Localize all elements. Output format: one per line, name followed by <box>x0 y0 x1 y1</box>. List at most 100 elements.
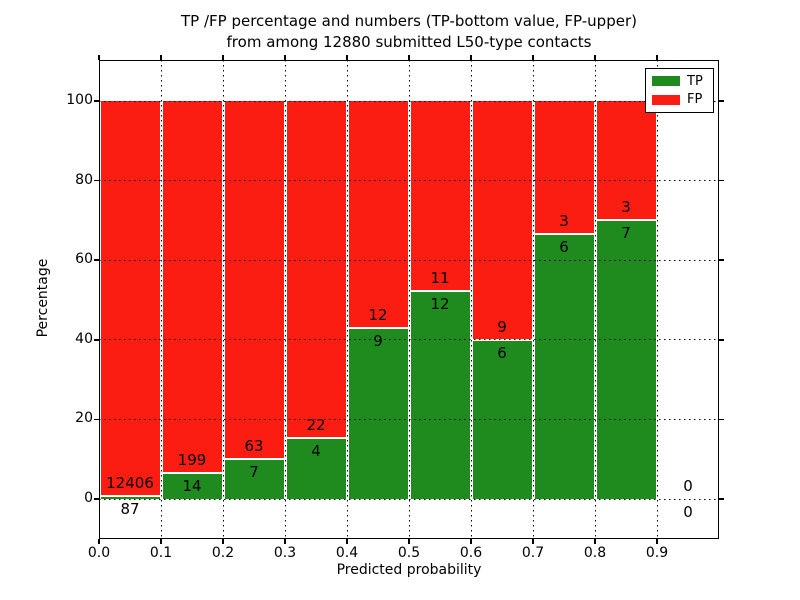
x-tick-mark-top <box>346 55 348 60</box>
tp-count-label: 6 <box>497 343 507 362</box>
y-tick-label: 60 <box>75 251 93 268</box>
gridline-horizontal <box>99 259 719 261</box>
x-tick-mark-top <box>160 55 162 60</box>
gridline-vertical <box>222 60 224 539</box>
x-tick-mark-top <box>284 55 286 60</box>
legend-fp-swatch <box>652 94 680 105</box>
x-tick-label: 0.5 <box>397 545 421 561</box>
x-tick-mark <box>160 539 162 544</box>
y-tick-mark <box>94 259 99 261</box>
gridline-vertical <box>532 60 534 539</box>
legend: TP FP <box>645 68 714 113</box>
legend-item-fp: FP <box>652 93 707 106</box>
y-tick-label: 80 <box>75 171 93 188</box>
bar-fp-segment <box>224 101 284 459</box>
x-tick-label: 0.7 <box>521 545 545 561</box>
x-tick-mark-top <box>532 55 534 60</box>
gridline-horizontal <box>99 180 719 182</box>
bar-fp-segment <box>100 101 160 496</box>
bar-fp-segment <box>286 101 346 437</box>
plot-area-border <box>99 60 719 539</box>
x-tick-label: 0.9 <box>645 545 669 561</box>
fp-count-label: 3 <box>559 211 569 230</box>
bar-tp-segment <box>410 292 470 499</box>
x-tick-mark <box>284 539 286 544</box>
fp-count-label: 12 <box>368 306 388 325</box>
gridline-vertical <box>656 60 658 539</box>
gridline-vertical <box>160 60 162 539</box>
x-tick-label: 0.8 <box>583 545 607 561</box>
x-tick-label: 0.6 <box>459 545 483 561</box>
gridline-vertical <box>470 60 472 539</box>
fp-count-label: 11 <box>430 269 450 288</box>
gridline-vertical <box>284 60 286 539</box>
x-tick-label: 0.0 <box>87 545 111 561</box>
tp-count-label: 12 <box>430 295 450 314</box>
tp-count-label: 9 <box>373 332 383 351</box>
y-tick-mark-right <box>719 498 724 500</box>
tp-count-label: 4 <box>311 441 321 460</box>
y-tick-mark-right <box>719 339 724 341</box>
bar-tp-segment <box>162 473 222 499</box>
bar-fp-segment <box>534 101 594 233</box>
y-axis-label: Percentage <box>35 258 51 338</box>
x-tick-mark <box>594 539 596 544</box>
x-tick-mark <box>532 539 534 544</box>
x-tick-mark <box>470 539 472 544</box>
x-tick-mark-top <box>408 55 410 60</box>
fp-count-label: 22 <box>306 415 326 434</box>
x-tick-mark <box>656 539 658 544</box>
fp-count-label: 63 <box>244 437 264 456</box>
gridline-vertical <box>408 60 410 539</box>
x-tick-mark-top <box>656 55 658 60</box>
fp-count-label: 0 <box>683 477 693 495</box>
y-tick-mark <box>94 418 99 421</box>
x-tick-mark <box>98 539 100 544</box>
x-tick-label: 0.3 <box>273 545 297 561</box>
fp-count-label: 199 <box>177 450 207 469</box>
y-tick-mark <box>94 498 99 500</box>
tp-count-label: 7 <box>249 463 259 482</box>
bar-tp-segment <box>286 438 346 499</box>
bar-fp-segment <box>596 101 656 220</box>
y-tick-label: 40 <box>75 330 93 347</box>
bar-tp-segment <box>348 329 408 499</box>
y-tick-mark <box>94 339 99 341</box>
fp-count-label: 12406 <box>106 474 154 493</box>
gridline-horizontal <box>99 339 719 341</box>
y-tick-mark-right <box>719 418 724 421</box>
y-tick-mark-right <box>719 100 724 102</box>
bar-fp-segment <box>472 101 532 339</box>
bar-tp-segment <box>100 497 160 499</box>
chart-title-line2: from among 12880 submitted L50-type cont… <box>226 33 592 51</box>
bar-tp-segment <box>534 234 594 499</box>
x-axis-label: Predicted probability <box>336 562 482 578</box>
x-tick-mark <box>222 539 224 544</box>
tp-count-label: 6 <box>559 237 569 256</box>
bar-fp-segment <box>348 101 408 328</box>
fp-count-label: 3 <box>621 198 631 217</box>
gridline-vertical <box>594 60 596 539</box>
fp-count-label: 9 <box>497 317 507 336</box>
y-tick-mark-right <box>719 259 724 261</box>
y-tick-label: 100 <box>66 92 93 108</box>
y-tick-label: 20 <box>75 410 93 427</box>
x-tick-label: 0.1 <box>149 545 173 561</box>
bar-fp-segment <box>410 101 470 291</box>
tp-count-label: 0 <box>683 503 693 521</box>
tp-count-label: 7 <box>621 224 631 243</box>
legend-tp-label: TP <box>687 73 703 89</box>
bar-tp-segment <box>472 340 532 499</box>
x-tick-mark-top <box>98 55 100 60</box>
chart-title-line1: TP /FP percentage and numbers (TP-bottom… <box>181 12 637 30</box>
x-tick-mark <box>408 539 410 544</box>
legend-tp-swatch <box>652 76 680 87</box>
bar-fp-segment <box>162 101 222 472</box>
tp-count-label: 14 <box>182 476 202 495</box>
y-tick-mark <box>94 179 99 182</box>
legend-item-tp: TP <box>652 75 707 88</box>
x-tick-mark-top <box>470 55 472 60</box>
y-tick-mark <box>94 100 99 102</box>
tp-count-label: 87 <box>120 500 140 519</box>
